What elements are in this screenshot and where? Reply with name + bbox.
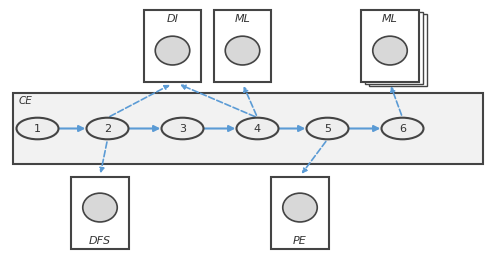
- Text: 1: 1: [34, 124, 41, 133]
- Text: DI: DI: [166, 14, 178, 24]
- FancyBboxPatch shape: [12, 93, 482, 164]
- Ellipse shape: [225, 36, 260, 65]
- Circle shape: [16, 118, 58, 139]
- Text: 3: 3: [179, 124, 186, 133]
- FancyBboxPatch shape: [144, 10, 201, 82]
- FancyBboxPatch shape: [361, 10, 419, 82]
- Ellipse shape: [373, 36, 407, 65]
- Text: ML: ML: [382, 14, 398, 24]
- Circle shape: [306, 118, 348, 139]
- Text: DFS: DFS: [89, 236, 111, 246]
- Circle shape: [236, 118, 279, 139]
- Text: 4: 4: [254, 124, 261, 133]
- FancyBboxPatch shape: [271, 177, 329, 249]
- Text: 2: 2: [104, 124, 111, 133]
- Text: 5: 5: [324, 124, 331, 133]
- Text: PE: PE: [293, 236, 307, 246]
- Text: CE: CE: [18, 96, 32, 106]
- Ellipse shape: [155, 36, 190, 65]
- Circle shape: [382, 118, 424, 139]
- Circle shape: [86, 118, 128, 139]
- Ellipse shape: [83, 193, 117, 222]
- Text: 6: 6: [399, 124, 406, 133]
- FancyBboxPatch shape: [365, 12, 423, 84]
- Ellipse shape: [283, 193, 318, 222]
- Text: ML: ML: [234, 14, 250, 24]
- Circle shape: [162, 118, 203, 139]
- FancyBboxPatch shape: [72, 177, 129, 249]
- FancyBboxPatch shape: [214, 10, 271, 82]
- FancyBboxPatch shape: [369, 14, 427, 86]
